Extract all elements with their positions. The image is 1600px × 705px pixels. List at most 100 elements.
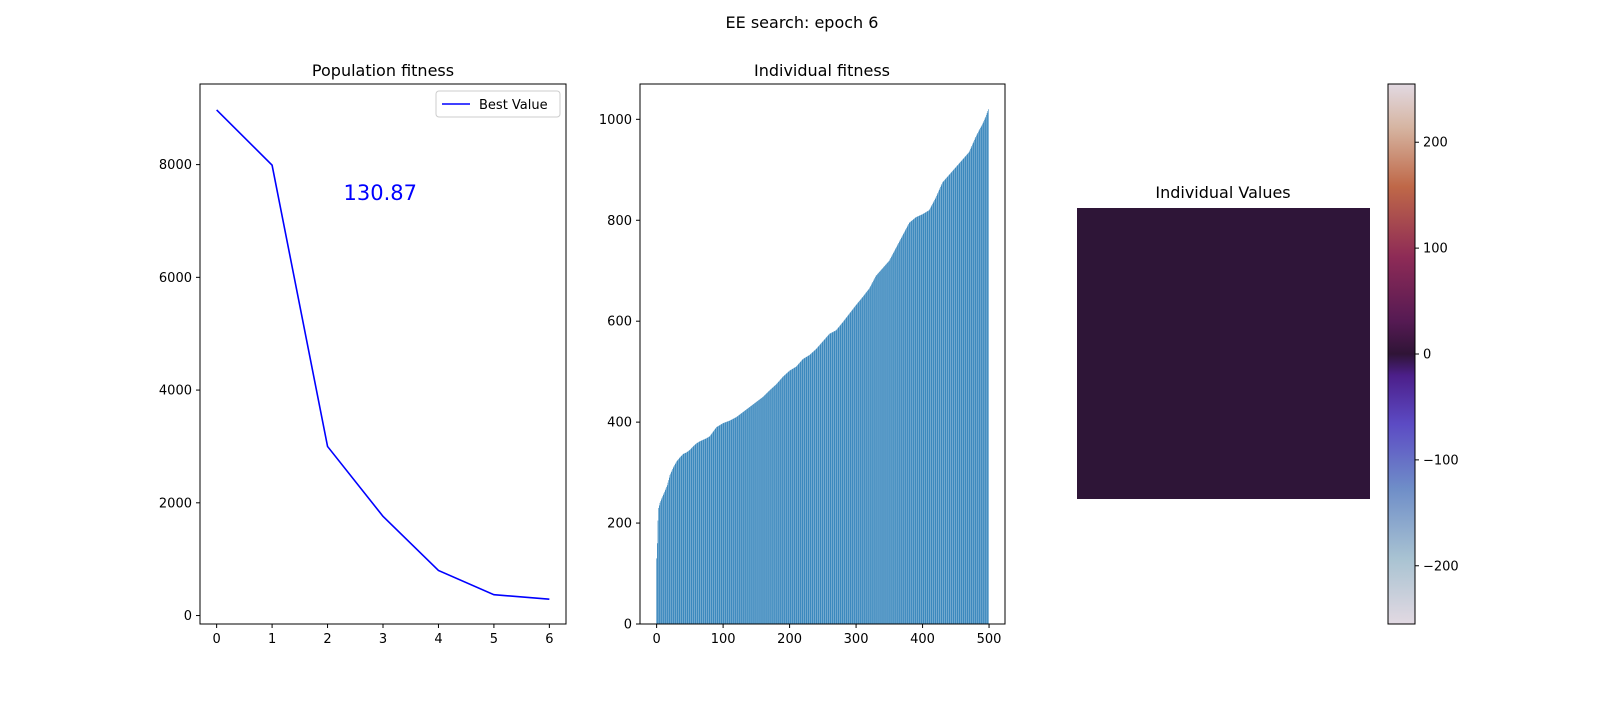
population-fitness-x-axis: 0 1 2 3 4 5 6: [212, 624, 554, 647]
fitness-bar: [938, 191, 939, 624]
fitness-bar: [910, 221, 911, 624]
fitness-bar: [706, 437, 708, 624]
fitness-bar: [724, 422, 726, 624]
fitness-bar: [865, 292, 867, 624]
fitness-bar: [919, 215, 921, 624]
fitness-bar: [945, 178, 947, 624]
fitness-bar: [741, 413, 742, 624]
fitness-bar: [698, 442, 699, 624]
fitness-bar: [906, 227, 907, 624]
fitness-bar: [782, 377, 783, 624]
fitness-bar: [723, 422, 725, 624]
fitness-bar: [787, 372, 788, 624]
fitness-bar: [774, 385, 776, 624]
fitness-bar: [943, 180, 945, 624]
fitness-bar: [837, 327, 839, 624]
fitness-bar: [826, 336, 828, 624]
colorbar-tick-label: −200: [1423, 559, 1459, 574]
fitness-bar: [986, 113, 988, 624]
fitness-bar: [986, 114, 987, 624]
fitness-bar: [714, 428, 716, 624]
fitness-bar: [979, 129, 980, 624]
fitness-bar: [756, 401, 757, 624]
fitness-bar: [823, 339, 825, 624]
fitness-bar: [690, 449, 691, 624]
fitness-bar: [801, 359, 803, 624]
fitness-bar: [918, 216, 919, 624]
fitness-bar: [797, 364, 799, 624]
fitness-bar: [727, 421, 729, 624]
x-tick-label: 1: [268, 632, 276, 647]
fitness-bar: [790, 369, 792, 624]
fitness-bar: [666, 485, 668, 624]
fitness-bar: [908, 224, 909, 624]
fitness-bar: [838, 327, 840, 624]
fitness-bar: [968, 152, 970, 624]
fitness-bar: [912, 219, 914, 624]
fitness-bar: [750, 405, 752, 624]
fitness-bar: [735, 417, 736, 624]
fitness-bar: [755, 402, 756, 624]
fitness-bar: [694, 444, 696, 624]
individual-values-heatmap: Individual Values: [1077, 183, 1370, 499]
fitness-bar: [961, 160, 963, 624]
fitness-bar: [752, 404, 754, 624]
fitness-bar: [799, 362, 800, 624]
fitness-bar: [915, 217, 917, 624]
fitness-bar: [802, 359, 804, 624]
fitness-bar: [929, 208, 931, 624]
x-tick-label: 500: [977, 632, 1002, 647]
fitness-bar: [902, 235, 903, 624]
fitness-bar: [966, 155, 967, 624]
y-tick-label: 800: [607, 214, 632, 229]
fitness-bar: [889, 259, 891, 624]
fitness-bar: [965, 155, 967, 624]
fitness-bar: [840, 324, 842, 624]
fitness-bar: [972, 143, 974, 624]
fitness-bar: [791, 369, 793, 624]
fitness-bar: [700, 440, 702, 624]
x-tick-label: 200: [777, 632, 802, 647]
fitness-bar: [706, 438, 707, 624]
fitness-bar: [749, 406, 750, 624]
population-fitness-chart: Population fitness 0 2000 4000 6000 8000 0 1 2…: [159, 61, 567, 647]
fitness-bar: [870, 285, 871, 624]
fitness-bar: [975, 136, 977, 624]
fitness-bar: [930, 207, 931, 624]
fitness-bar: [860, 299, 861, 624]
fitness-bar: [746, 409, 748, 624]
fitness-bar: [863, 295, 865, 624]
fitness-bar: [879, 271, 880, 624]
y-tick-label: 1000: [599, 113, 632, 128]
fitness-bar: [769, 390, 770, 624]
individual-fitness-y-axis: 0 200 400 600 800 1000: [599, 113, 640, 633]
fitness-bar: [763, 396, 764, 624]
fitness-bar: [817, 346, 819, 624]
fitness-bar: [679, 457, 681, 624]
fitness-bar: [773, 386, 774, 624]
colorbar-tick-label: −100: [1423, 453, 1459, 468]
fitness-bar: [676, 460, 678, 624]
fitness-bar: [807, 355, 809, 624]
fitness-bar: [710, 435, 711, 624]
fitness-bar: [982, 122, 984, 624]
fitness-bar: [729, 420, 731, 624]
fitness-bar: [668, 477, 670, 624]
fitness-bar: [758, 400, 759, 624]
fitness-bar: [884, 265, 885, 624]
best-value-line: [216, 109, 550, 600]
fitness-bar: [942, 181, 944, 624]
fitness-bar: [980, 126, 982, 624]
fitness-bar: [814, 350, 816, 624]
fitness-bar: [883, 266, 885, 624]
fitness-bar: [883, 267, 884, 624]
fitness-bar: [869, 287, 871, 624]
fitness-bar: [671, 470, 673, 624]
fitness-bar: [818, 345, 820, 624]
fitness-bar: [851, 310, 853, 624]
fitness-bar: [904, 231, 905, 624]
fitness-bar: [949, 174, 951, 624]
fitness-bar: [944, 180, 945, 624]
fitness-bar: [841, 323, 842, 624]
fitness-bar: [858, 301, 859, 624]
